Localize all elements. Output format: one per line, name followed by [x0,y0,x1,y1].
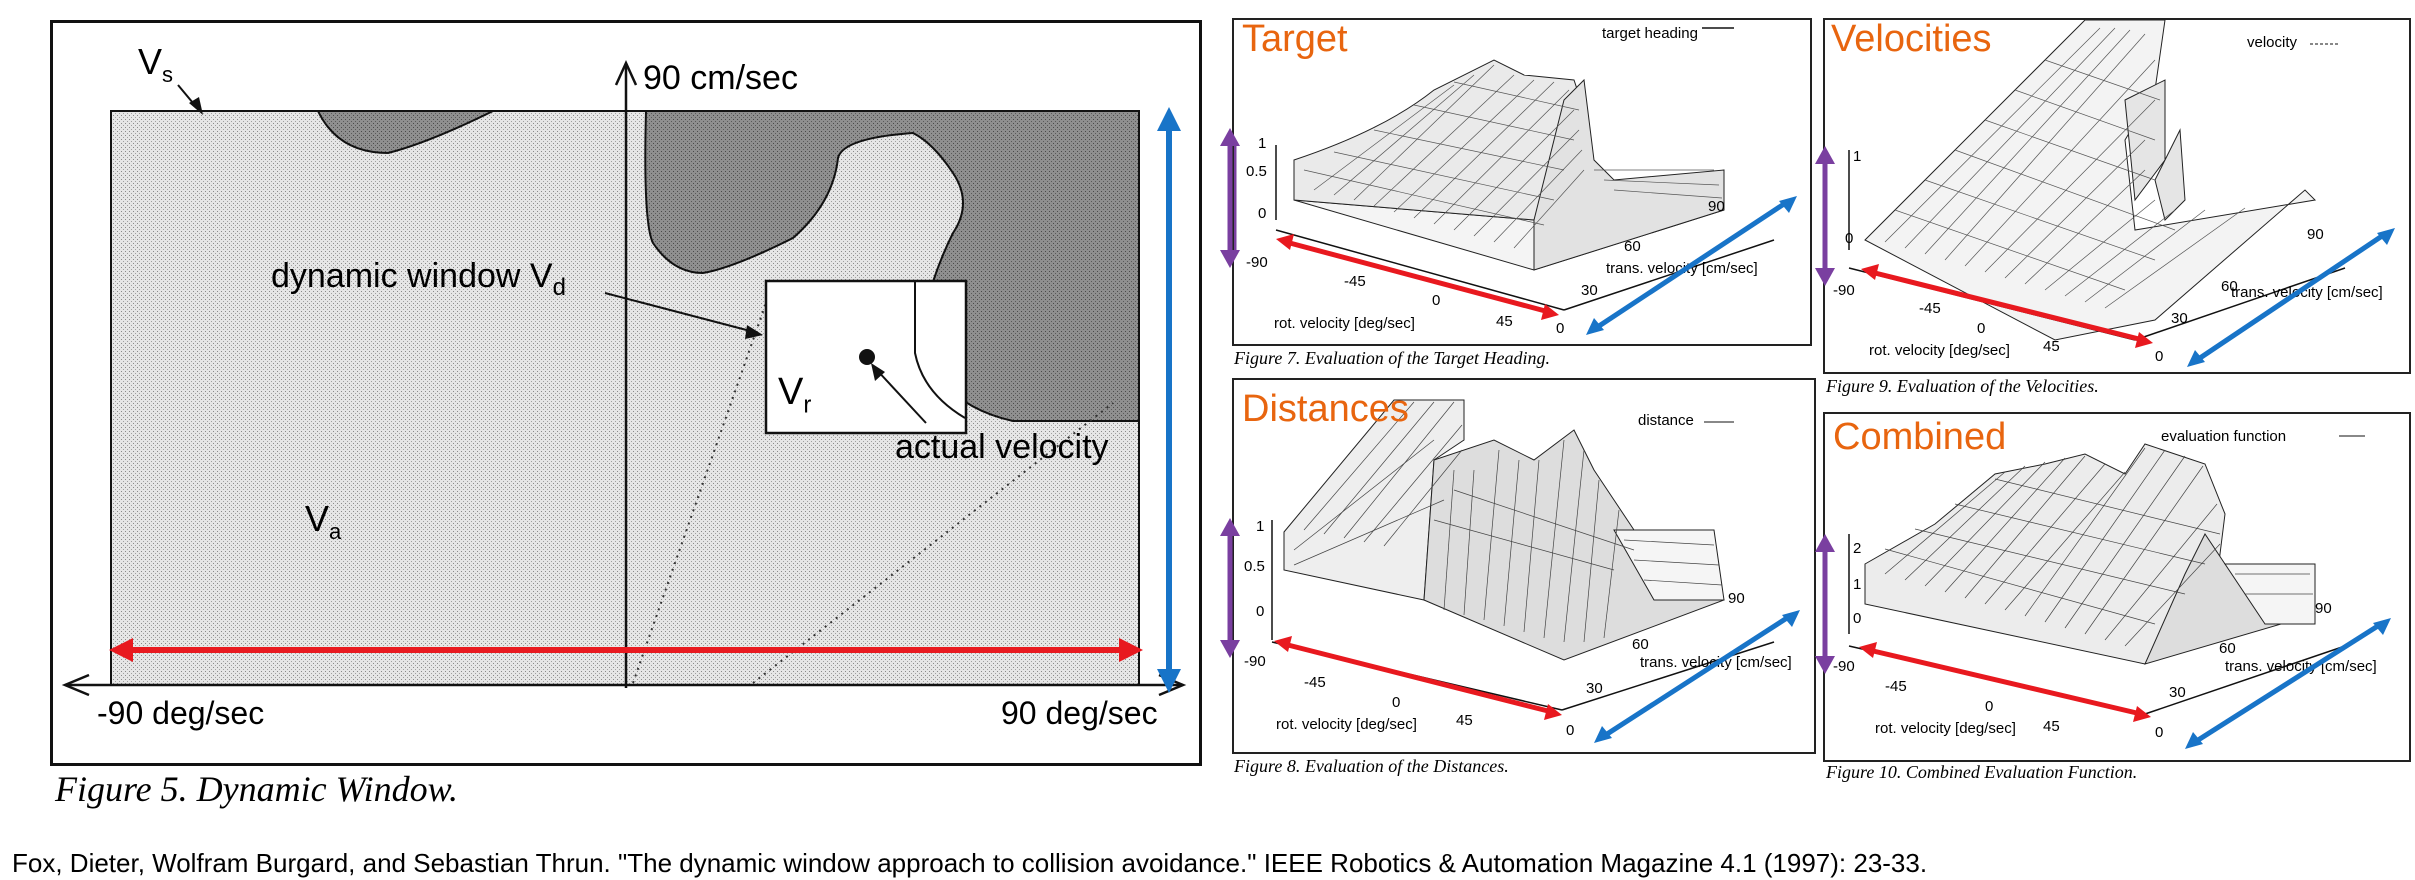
z-tick: 1 [1853,148,1862,165]
rot-axis-label: rot. velocity [deg/sec] [1869,342,2010,359]
trans-tick: 60 [1632,636,1649,653]
target-surface [1275,27,1775,311]
rot-tick: 0 [1977,320,1986,337]
trans-tick: 0 [1556,320,1565,337]
trans-tick: 0 [2155,348,2164,365]
trans-tick: 60 [2221,278,2238,295]
right-axis-label: 90 deg/sec [1001,695,1158,731]
top-axis-label: 90 cm/sec [643,59,798,97]
rot-tick: -45 [1304,674,1326,691]
rot-axis-label: rot. velocity [deg/sec] [1274,315,1415,332]
trans-tick: 60 [1624,238,1641,255]
combined-arrows [1859,618,2391,749]
trans-tick: 30 [1581,282,1598,299]
rot-tick: -45 [1919,300,1941,317]
plot-caption-velocities: Figure 9. Evaluation of the Velocities. [1826,376,2099,396]
actual-velocity-dot [859,349,875,365]
plot-caption-target: Figure 7. Evaluation of the Target Headi… [1234,348,1550,368]
rot-tick: -45 [1885,678,1907,695]
plot-legend: target heading [1602,25,1698,42]
z-tick: 0 [1256,603,1265,620]
vs-label: Vs [138,41,174,88]
trans-tick: 30 [2171,310,2188,327]
rot-tick: 45 [2043,718,2060,735]
velocities-surface [1848,20,2346,341]
citation-text: Fox, Dieter, Wolfram Burgard, and Sebast… [12,848,1928,878]
rot-tick: -90 [1833,282,1855,299]
rot-tick: 0 [1392,694,1401,711]
rot-tick: 0 [1432,292,1441,309]
plot-title: Velocities [1831,18,1992,60]
rot-tick: 45 [2043,338,2060,355]
va-label: Va [305,498,342,545]
figure5-graphic [61,59,1187,697]
rot-tick: -90 [1244,653,1266,670]
figure5-panel: Vs 90 cm/sec dynamic window Vd Vr actual… [50,20,1202,766]
rot-tick: -90 [1246,254,1268,271]
z-tick: 1 [1256,518,1265,535]
distances-purple-arrow [1220,518,1240,658]
plot-panel-velocities: Velocities velocity 1 0 -90 -45 0 45 rot… [1823,18,2411,374]
z-tick: 2 [1853,540,1862,557]
plot-legend: velocity [2247,34,2298,51]
rot-tick: -45 [1344,273,1366,290]
plot-panel-target: Target target heading 1 0.5 0 -90 -45 0 … [1232,18,1812,346]
plot-legend: distance [1638,412,1694,429]
trans-tick: 90 [2307,226,2324,243]
actual-velocity-label: actual velocity [895,428,1109,466]
plot-caption-distances: Figure 8. Evaluation of the Distances. [1234,756,1509,776]
dynamic-window-label: dynamic window Vd [271,257,566,301]
z-tick: 1 [1258,135,1267,152]
plot-panel-combined: Combined evaluation function 2 1 0 -90 -… [1823,412,2411,762]
plot-legend: evaluation function [2161,428,2287,445]
target-arrows [1234,142,1797,335]
rot-tick: -90 [1833,658,1855,675]
trans-tick: 90 [1708,198,1725,215]
obstacle-top-left [316,110,494,155]
trans-tick: 30 [1586,680,1603,697]
vr-label: Vr [778,371,812,419]
trans-tick: 90 [1728,590,1745,607]
rot-tick: 0 [1985,698,1994,715]
combined-purple-arrow [1815,534,1835,674]
rot-axis-label: rot. velocity [deg/sec] [1276,716,1417,733]
trans-axis-label: trans. velocity [cm/sec] [2225,658,2377,675]
plot-title: Combined [1833,416,2007,458]
z-tick: 0 [1853,610,1862,627]
trans-axis-label: trans. velocity [cm/sec] [2231,284,2383,301]
trans-tick: 0 [2155,724,2164,741]
z-tick: 1 [1853,576,1862,593]
trans-tick: 30 [2169,684,2186,701]
plot-title: Distances [1242,388,1409,430]
velocities-arrows [1861,228,2395,367]
plot-panel-distances: Distances distance 1 0.5 0 -90 -45 0 45 … [1232,378,1816,754]
z-tick: 0 [1258,205,1267,222]
distances-surface [1271,399,1775,711]
rot-axis-label: rot. velocity [deg/sec] [1875,720,2016,737]
trans-tick: 0 [1566,722,1575,739]
z-tick: 0.5 [1244,558,1265,575]
trans-tick: 90 [2315,600,2332,617]
rot-tick: 45 [1456,712,1473,729]
left-axis-label: -90 deg/sec [97,695,265,731]
distances-arrows [1274,610,1800,743]
trans-tick: 60 [2219,640,2236,657]
plot-title: Target [1242,18,1348,60]
velocities-purple-arrow [1815,146,1835,286]
rot-tick: 45 [1496,313,1513,330]
figure5-caption: Figure 5. Dynamic Window. [55,769,458,809]
z-tick: 0.5 [1246,163,1267,180]
target-purple-arrow [1220,128,1240,268]
plot-caption-combined: Figure 10. Combined Evaluation Function. [1826,762,2138,782]
z-tick: 0 [1845,230,1854,247]
